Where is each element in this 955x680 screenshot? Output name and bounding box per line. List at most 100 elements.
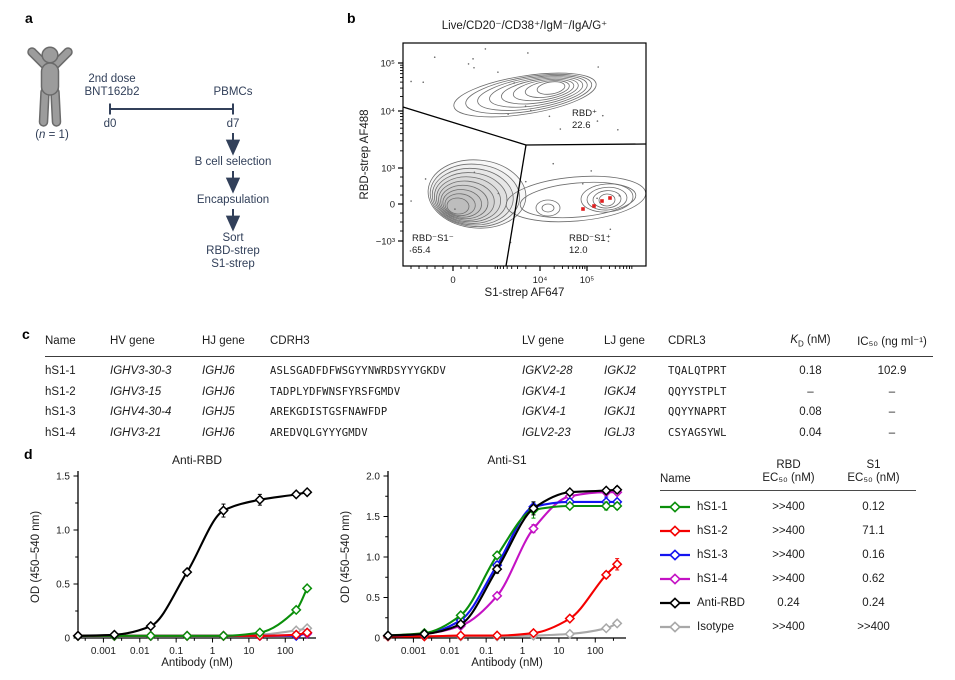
data-point-marker [290, 629, 302, 641]
cell-hv: IGHV3-30-3 [110, 365, 172, 378]
data-point-marker [109, 629, 120, 641]
col-header-cdrl3: CDRL3 [668, 335, 706, 347]
legend-series-name: Anti-RBD [697, 596, 745, 609]
cell-hv: IGHV3-15 [110, 385, 162, 398]
data-point-marker [382, 630, 394, 641]
series-marker-icon [660, 549, 690, 561]
legend-series-name: Isotype [697, 620, 735, 633]
cell-hv: IGHV3-21 [110, 426, 162, 439]
series-hs1-1 [72, 583, 313, 642]
data-point-marker [600, 623, 612, 634]
person-head [41, 46, 59, 64]
x-tick-label: 0.1 [169, 646, 183, 657]
cell-lj: IGLJ3 [604, 426, 635, 439]
data-point-marker [600, 500, 612, 512]
data-point-marker [419, 628, 430, 640]
data-point-marker [218, 505, 229, 516]
table-row: hS1-4 IGHV3-21 IGHJ6 AREDVQLGYYYGMDV IGLV2-2… [45, 423, 933, 444]
y-tick-label: 0 [374, 634, 380, 645]
data-point-marker [254, 494, 266, 506]
panel-a-label: a [25, 10, 33, 26]
x-tick-label: 0.001 [401, 646, 426, 657]
legend-header-name: Name [660, 473, 691, 485]
data-point-marker [611, 484, 623, 496]
panel-d-label: d [24, 446, 33, 462]
data-point-marker [611, 618, 623, 629]
cell-name: hS1-3 [45, 406, 76, 419]
day0-label: d0 [104, 118, 117, 130]
cell-name: hS1-2 [45, 385, 76, 398]
n-equals-label: (n = 1) [35, 129, 69, 141]
series-curve [387, 500, 618, 637]
cell-cdrh3: TADPLYDFWNSFYRSFGMDV [270, 385, 401, 398]
data-point-marker [218, 630, 229, 642]
sort-label-line2: RBD-strep [206, 245, 260, 257]
cell-cdrh3: AREDVQLGYYYGMDV [270, 426, 368, 439]
y-tick-label: 2.0 [366, 472, 380, 483]
cell-lj: IGKJ2 [604, 365, 636, 378]
data-point-marker [564, 500, 576, 512]
day7-label: d7 [227, 118, 240, 130]
x-tick-label: 0.1 [479, 646, 493, 657]
data-point-marker [254, 627, 266, 638]
col-header-lj-gene: LJ gene [604, 335, 645, 347]
cell-ic50: 102.9 [877, 365, 907, 378]
legend-row: hS1-1 >>400 0.12 [660, 496, 916, 519]
legend-body: hS1-1 >>400 0.12 hS1-2 >>400 71.1 hS1-3 >>400 0.… [660, 491, 916, 638]
col-header-hj-gene: HJ gene [202, 335, 245, 347]
cell-lv: IGKV2-28 [522, 365, 573, 378]
cell-kd: 0.08 [799, 406, 822, 419]
data-point-marker [491, 630, 503, 641]
cell-cdrl3: QQYYNAPRT [668, 406, 727, 419]
contour-blobs [427, 72, 647, 229]
series-curve [388, 563, 618, 638]
data-point-marker [611, 559, 623, 570]
step-bcell-label: B cell selection [195, 156, 272, 168]
data-point-marker [455, 618, 466, 630]
cell-hj: IGHJ5 [202, 406, 235, 419]
data-point-marker [491, 590, 503, 602]
step-encapsulation-label: Encapsulation [197, 194, 269, 206]
y-tick-label: 1.5 [366, 512, 380, 523]
data-point-marker [491, 550, 503, 561]
data-point-marker [600, 569, 612, 581]
plot-frame [402, 42, 647, 267]
legend-value-s1: 71.1 [862, 525, 885, 538]
y-tick-label: 1.0 [56, 526, 70, 537]
x-tick-label: 1 [210, 646, 216, 657]
data-point-marker [600, 485, 612, 496]
gate-pct-rbd-neg-s1-neg: 65.4 [412, 245, 431, 256]
x-tick-label: 0.01 [130, 646, 150, 657]
legend-series-name: hS1-1 [697, 501, 728, 514]
y-tick-label: 1.0 [366, 553, 380, 564]
y-tick-label: 0.5 [56, 580, 70, 591]
series-curve [387, 504, 618, 637]
col-header-kd: KD (nM) [790, 333, 831, 349]
data-point-marker [491, 563, 503, 575]
ec50-legend-table: Name RBD EC₅₀ (nM) S1 EC₅₀ (nM) hS1-1 >>400… [660, 459, 916, 638]
table-row: hS1-1 IGHV3-30-3 IGHJ6 ASLSGADFDFWSGYYNWRDS… [45, 361, 933, 382]
data-point-marker [301, 627, 313, 638]
cell-kd: 0.04 [799, 426, 822, 439]
col-header-hv-gene: HV gene [110, 335, 155, 347]
x-tick-label: 100 [277, 646, 294, 657]
anti-s1-elisa-chart: Anti-S1 0.001 0.01 0.1 1 10 100 0 0.5 1.0 1.5 2.0 An… [340, 453, 626, 669]
panel-b-label: b [347, 10, 356, 26]
series-curve [387, 488, 618, 637]
cell-ic50: – [888, 385, 896, 398]
x-tick-label: 0.001 [91, 646, 116, 657]
data-point-marker [564, 486, 576, 498]
data-point-marker [181, 630, 193, 642]
series-curve [77, 587, 309, 637]
series-hs1-2 [382, 558, 623, 642]
data-point-marker [528, 523, 539, 534]
series-hs1-3 [382, 496, 623, 641]
dose-label-line2: BNT162b2 [85, 86, 140, 98]
cell-name: hS1-4 [45, 426, 76, 439]
legend-header-s1-ec50: S1 EC₅₀ (nM) [847, 459, 900, 484]
legend-series-name: hS1-2 [697, 525, 728, 538]
gate-pct-rbd-pos: 22.6 [572, 120, 591, 131]
cell-kd: – [807, 385, 814, 398]
col-header-ic50: IC₅₀ (ng ml⁻¹) [857, 336, 927, 348]
legend-value-rbd: >>400 [772, 572, 805, 585]
